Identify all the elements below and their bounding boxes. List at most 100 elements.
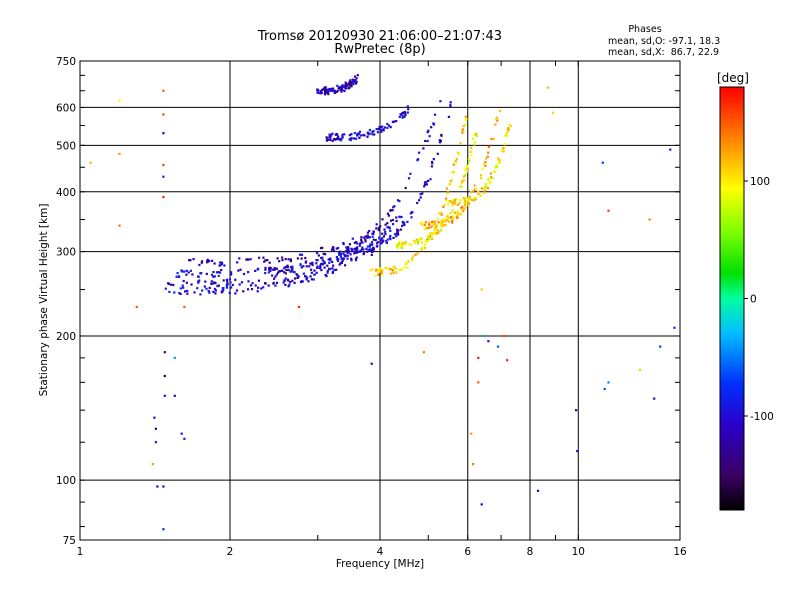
trace-point <box>300 266 303 269</box>
trace-point <box>360 238 363 241</box>
scatter-point <box>162 132 165 135</box>
trace-point <box>217 284 220 287</box>
trace-point <box>463 202 466 205</box>
trace-point <box>423 243 426 246</box>
trace-point <box>364 235 367 238</box>
trace-point <box>431 162 434 165</box>
trace-point <box>480 187 484 190</box>
trace-point <box>200 261 203 264</box>
trace-point <box>173 291 176 294</box>
trace-point <box>359 249 362 252</box>
trace-point <box>401 111 404 114</box>
trace-point <box>465 201 468 204</box>
trace-point <box>296 273 299 277</box>
trace-point <box>294 277 297 280</box>
trace-point <box>327 258 330 261</box>
scatter-point <box>653 397 656 400</box>
trace-point <box>392 236 395 239</box>
trace-point <box>222 287 225 290</box>
trace-point <box>225 286 229 289</box>
trace-point <box>316 251 319 255</box>
trace-point <box>353 241 356 244</box>
trace-point <box>268 268 271 271</box>
trace-point <box>461 131 464 134</box>
trace-point <box>378 236 381 239</box>
trace-point <box>426 227 429 230</box>
trace-point <box>330 89 333 92</box>
trace-point <box>432 158 435 161</box>
trace-point <box>355 241 358 244</box>
scatter-point <box>297 305 300 308</box>
trace-point <box>494 166 497 169</box>
trace-point <box>315 259 318 262</box>
y-tick-label: 75 <box>63 535 76 547</box>
trace-point <box>472 199 475 202</box>
trace-point <box>263 260 266 263</box>
trace-point <box>457 213 460 217</box>
trace-point <box>414 253 417 256</box>
trace-point <box>360 236 363 239</box>
trace-point <box>424 247 427 250</box>
trace-point <box>487 145 490 148</box>
trace-point <box>377 228 380 232</box>
trace-point <box>356 247 359 251</box>
trace-point <box>382 129 385 132</box>
trace-point <box>374 269 378 272</box>
trace-point <box>350 133 353 136</box>
scatter-point <box>552 111 555 114</box>
trace-point <box>410 243 413 246</box>
trace-point <box>484 182 487 186</box>
trace-point <box>468 197 471 200</box>
trace-point <box>425 238 428 241</box>
trace-point <box>371 133 374 136</box>
trace-point <box>282 281 285 284</box>
trace-point <box>430 226 433 229</box>
trace-point <box>368 245 372 248</box>
trace-point <box>393 205 396 208</box>
trace-point <box>323 90 327 93</box>
trace-point <box>461 180 464 183</box>
trace-point <box>184 290 187 293</box>
trace-point <box>268 266 271 269</box>
trace-point <box>446 190 450 194</box>
trace-point <box>327 93 330 96</box>
trace-point <box>481 167 484 171</box>
y-tick-label: 200 <box>56 331 76 343</box>
trace-point <box>325 88 328 91</box>
axis-ticks: 1 2 4 6 8 10 16 75 100 200 300 400 500 600 750 <box>56 56 687 558</box>
trace-point <box>237 269 240 272</box>
trace-point <box>201 289 204 292</box>
trace-point <box>366 131 369 134</box>
trace-point <box>386 226 389 229</box>
trace-point <box>343 254 346 257</box>
trace-point <box>375 242 379 245</box>
trace-point <box>439 100 442 103</box>
trace-point <box>436 218 439 221</box>
trace-point <box>250 288 254 291</box>
trace-point <box>431 160 434 164</box>
trace-point <box>325 136 328 139</box>
trace-point <box>200 272 203 275</box>
y-tick-label: 400 <box>56 187 76 199</box>
trace-point <box>278 270 281 273</box>
trace-point <box>331 89 334 93</box>
scatter-point <box>162 485 165 488</box>
trace-point <box>178 292 181 295</box>
trace-point <box>379 270 382 273</box>
scatter-point <box>154 427 157 430</box>
trace-point <box>451 209 454 212</box>
trace-point <box>179 292 182 295</box>
x-tick-label: 6 <box>464 546 471 558</box>
trace-point <box>286 266 290 269</box>
trace-point <box>342 252 345 255</box>
trace-point <box>446 218 449 222</box>
trace-point <box>354 82 358 85</box>
data-points <box>89 74 676 531</box>
trace-point <box>494 123 497 126</box>
trace-point <box>208 259 211 263</box>
trace-point <box>490 137 493 141</box>
scatter-point <box>162 113 165 116</box>
trace-point <box>336 89 339 92</box>
trace-point <box>441 222 444 225</box>
trace-point <box>407 243 410 246</box>
